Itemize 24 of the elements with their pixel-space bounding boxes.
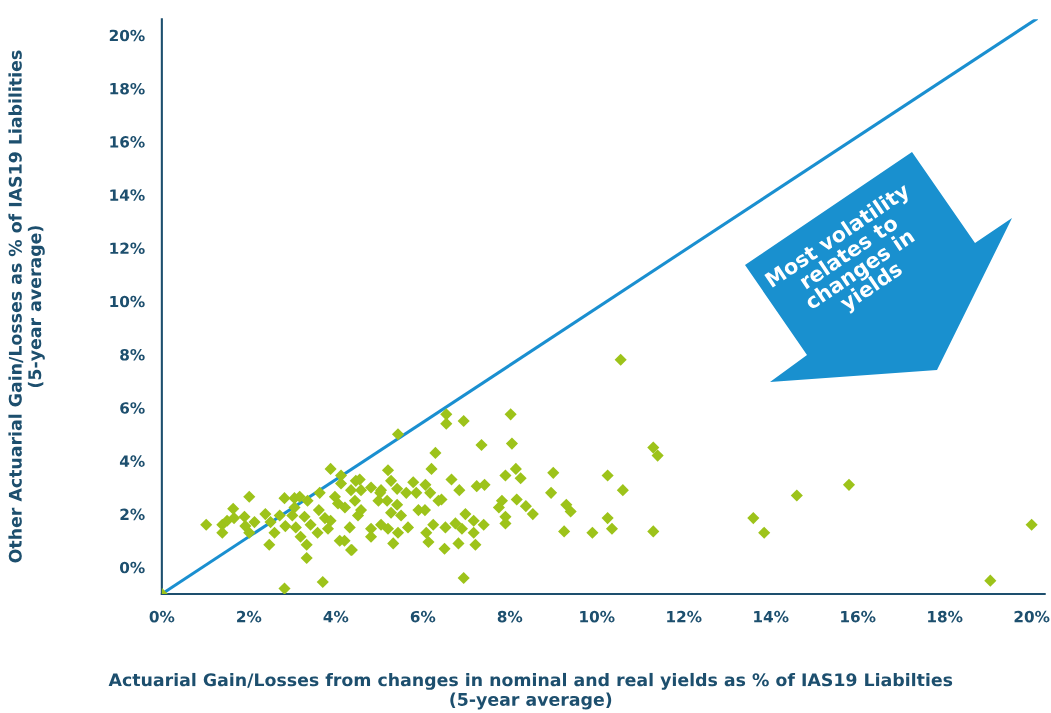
x-tick-label: 12%: [667, 610, 702, 623]
y-tick-label: 20%: [109, 29, 145, 42]
x-tick-label: 10%: [580, 610, 615, 623]
y-tick-label: 0%: [119, 561, 145, 574]
y-tick-label: 10%: [110, 295, 145, 308]
x-tick-label: 20%: [1014, 610, 1050, 623]
x-axis-title: Actuarial Gain/Losses from changes in nominal and real yields as % of IAS19 Liabilties (5-year average): [108, 672, 953, 710]
y-tick-label: 4%: [119, 455, 145, 467]
x-tick-label: 0%: [149, 610, 175, 623]
x-tick-label: 6%: [410, 610, 436, 623]
y-axis-title: Other Actuarial Gain/Losses as % of IAS19 Liabilities (5-year average): [8, 50, 45, 563]
x-tick-label: 2%: [237, 610, 262, 623]
x-tick-label: 16%: [841, 610, 876, 623]
y-tick-label: 8%: [120, 348, 145, 361]
y-tick-label: 18%: [110, 82, 145, 95]
x-tick-label: 14%: [754, 610, 789, 623]
y-tick-label: 2%: [120, 508, 145, 521]
x-tick-label: 8%: [497, 610, 523, 623]
x-tick-label: 4%: [323, 610, 349, 623]
y-tick-label: 16%: [110, 136, 145, 148]
y-tick-label: 6%: [120, 402, 145, 414]
x-tick-label: 18%: [928, 610, 963, 623]
y-tick-label: 12%: [110, 242, 145, 255]
y-tick-label: 14%: [110, 189, 145, 201]
